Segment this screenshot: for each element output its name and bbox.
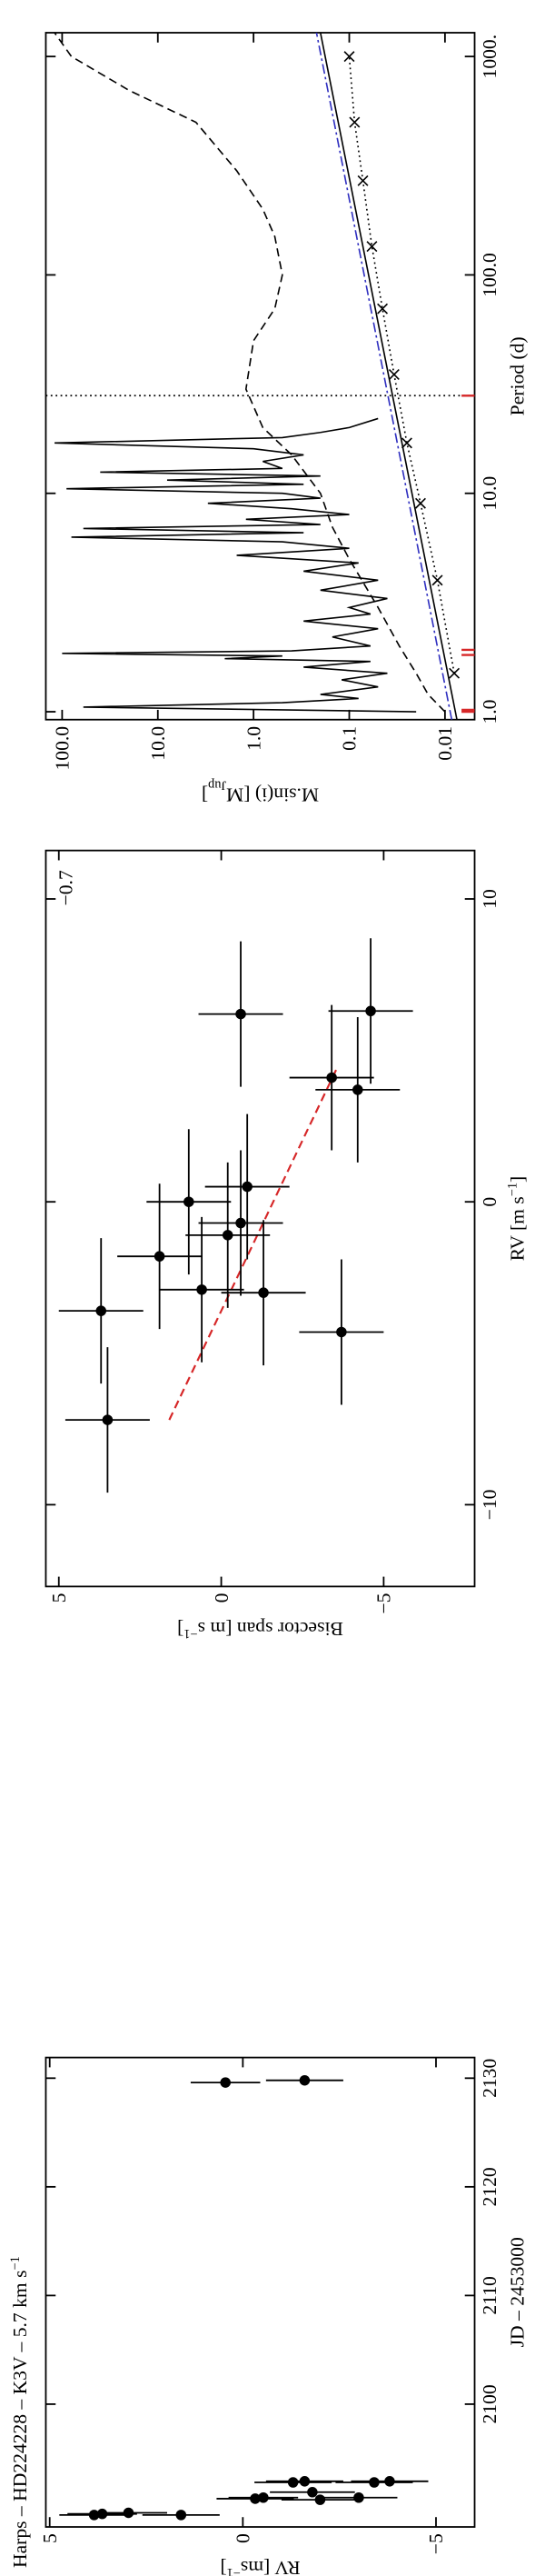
x-marker — [343, 51, 355, 63]
series-line — [315, 32, 453, 720]
data-point — [175, 2510, 187, 2521]
y-tick-label: 0.01 — [434, 726, 456, 761]
data-point — [258, 2491, 269, 2503]
data-point — [365, 1005, 376, 1017]
chart-title: Harps – HD224228 – K3V – 5.7 km s−1 — [8, 2256, 31, 2568]
data-point — [196, 1284, 207, 1295]
data-point — [314, 2494, 326, 2505]
data-point — [235, 1008, 246, 1020]
y-axis-label: Bisector span [m s−1] — [177, 1618, 343, 1641]
label-part: RV [ms — [241, 2557, 301, 2576]
y-axis-label: RV [ms−1] — [220, 2557, 300, 2576]
y-tick-label: −5 — [425, 2533, 447, 2554]
rotated-figure: 2100 2110 2120 2130 −5 0 5 Harps – HD224228 – K… — [8, 32, 529, 2576]
x-axis-label: Period (d) — [507, 336, 529, 415]
x-tick-label: 2110 — [479, 2276, 500, 2314]
data-point — [123, 2507, 134, 2519]
series-line — [319, 32, 458, 720]
y-tick-label: 5 — [48, 1593, 70, 1603]
x-tick-label: 100.0 — [479, 253, 500, 297]
data-point — [235, 1217, 246, 1229]
label-part: ] — [220, 2557, 226, 2576]
plot-frame — [45, 32, 476, 721]
data-point — [326, 1072, 337, 1083]
y-tick-label: 10.0 — [147, 726, 169, 761]
y-axis-label: M.sin(i) [MJup] — [202, 777, 319, 805]
annotation: −0.7 — [54, 870, 76, 905]
x-tick-label: −10 — [479, 1490, 500, 1521]
plot-frame — [45, 2056, 476, 2528]
label-part: RV [m s — [507, 1196, 529, 1261]
data-point — [96, 2508, 108, 2520]
x-marker — [431, 574, 443, 586]
data-point — [250, 2493, 261, 2504]
data-point — [353, 2491, 364, 2503]
x-marker — [415, 497, 426, 509]
x-marker — [349, 116, 361, 128]
x-marker — [357, 175, 369, 186]
x-tick-label: 2100 — [479, 2384, 500, 2423]
y-tick-label: 0 — [211, 1593, 233, 1603]
data-point — [369, 2477, 380, 2488]
data-point — [352, 1084, 363, 1095]
data-point — [220, 2077, 231, 2088]
label-part: M.sin(i) [M — [226, 784, 319, 805]
label-part: ] — [507, 1176, 529, 1183]
y-tick-label: 5 — [39, 2533, 61, 2543]
x-marker — [388, 369, 400, 380]
x-marker — [366, 241, 378, 253]
x-marker — [377, 303, 389, 315]
label-part: Bisector span [m s — [198, 1618, 343, 1640]
y-tick-label: 100.0 — [52, 726, 74, 771]
x-marker — [401, 437, 412, 449]
label-part: −1 — [227, 2565, 241, 2576]
x-axis-label: JD – 2453000 — [507, 2237, 529, 2347]
data-point — [95, 1305, 107, 1316]
series-line — [54, 32, 446, 713]
label-part: −1 — [506, 1183, 520, 1196]
x-tick-label: 1000. — [479, 35, 500, 79]
data-point — [299, 2074, 311, 2086]
x-tick-label: 10 — [479, 889, 500, 909]
series-line — [54, 417, 417, 713]
label-part: −1 — [8, 2256, 23, 2270]
y-tick-label: 0 — [233, 2533, 254, 2543]
label-part: ] — [202, 784, 208, 805]
data-point — [102, 1414, 114, 1425]
x-tick-label: 10.0 — [479, 476, 500, 511]
data-point — [154, 1251, 165, 1262]
data-point — [242, 1181, 253, 1193]
data-point — [299, 2476, 311, 2487]
data-point — [222, 1230, 233, 1241]
y-tick-label: 0.1 — [339, 726, 361, 751]
data-point — [307, 2487, 318, 2498]
x-marker — [449, 667, 461, 679]
plot-frame — [45, 849, 476, 1588]
x-tick-label: 2130 — [479, 2059, 500, 2098]
label-part: −1 — [183, 1626, 197, 1641]
data-point — [258, 1287, 269, 1298]
data-point — [336, 1326, 347, 1338]
x-tick-label: 0 — [479, 1197, 500, 1207]
x-tick-label: 1.0 — [479, 700, 500, 724]
x-axis-label: RV [m s−1] — [506, 1176, 529, 1262]
data-point — [384, 2476, 395, 2487]
series-line — [348, 56, 455, 674]
label-part: Harps – HD224228 – K3V – 5.7 km s — [9, 2271, 31, 2568]
plot-area — [45, 32, 475, 720]
y-tick-label: −5 — [373, 1593, 395, 1614]
label-part: Jup — [208, 777, 226, 792]
x-tick-label: 2120 — [479, 2167, 500, 2206]
data-point — [183, 1196, 194, 1207]
data-point — [287, 2477, 299, 2488]
y-tick-label: 1.0 — [243, 726, 264, 751]
label-part: ] — [177, 1618, 183, 1640]
